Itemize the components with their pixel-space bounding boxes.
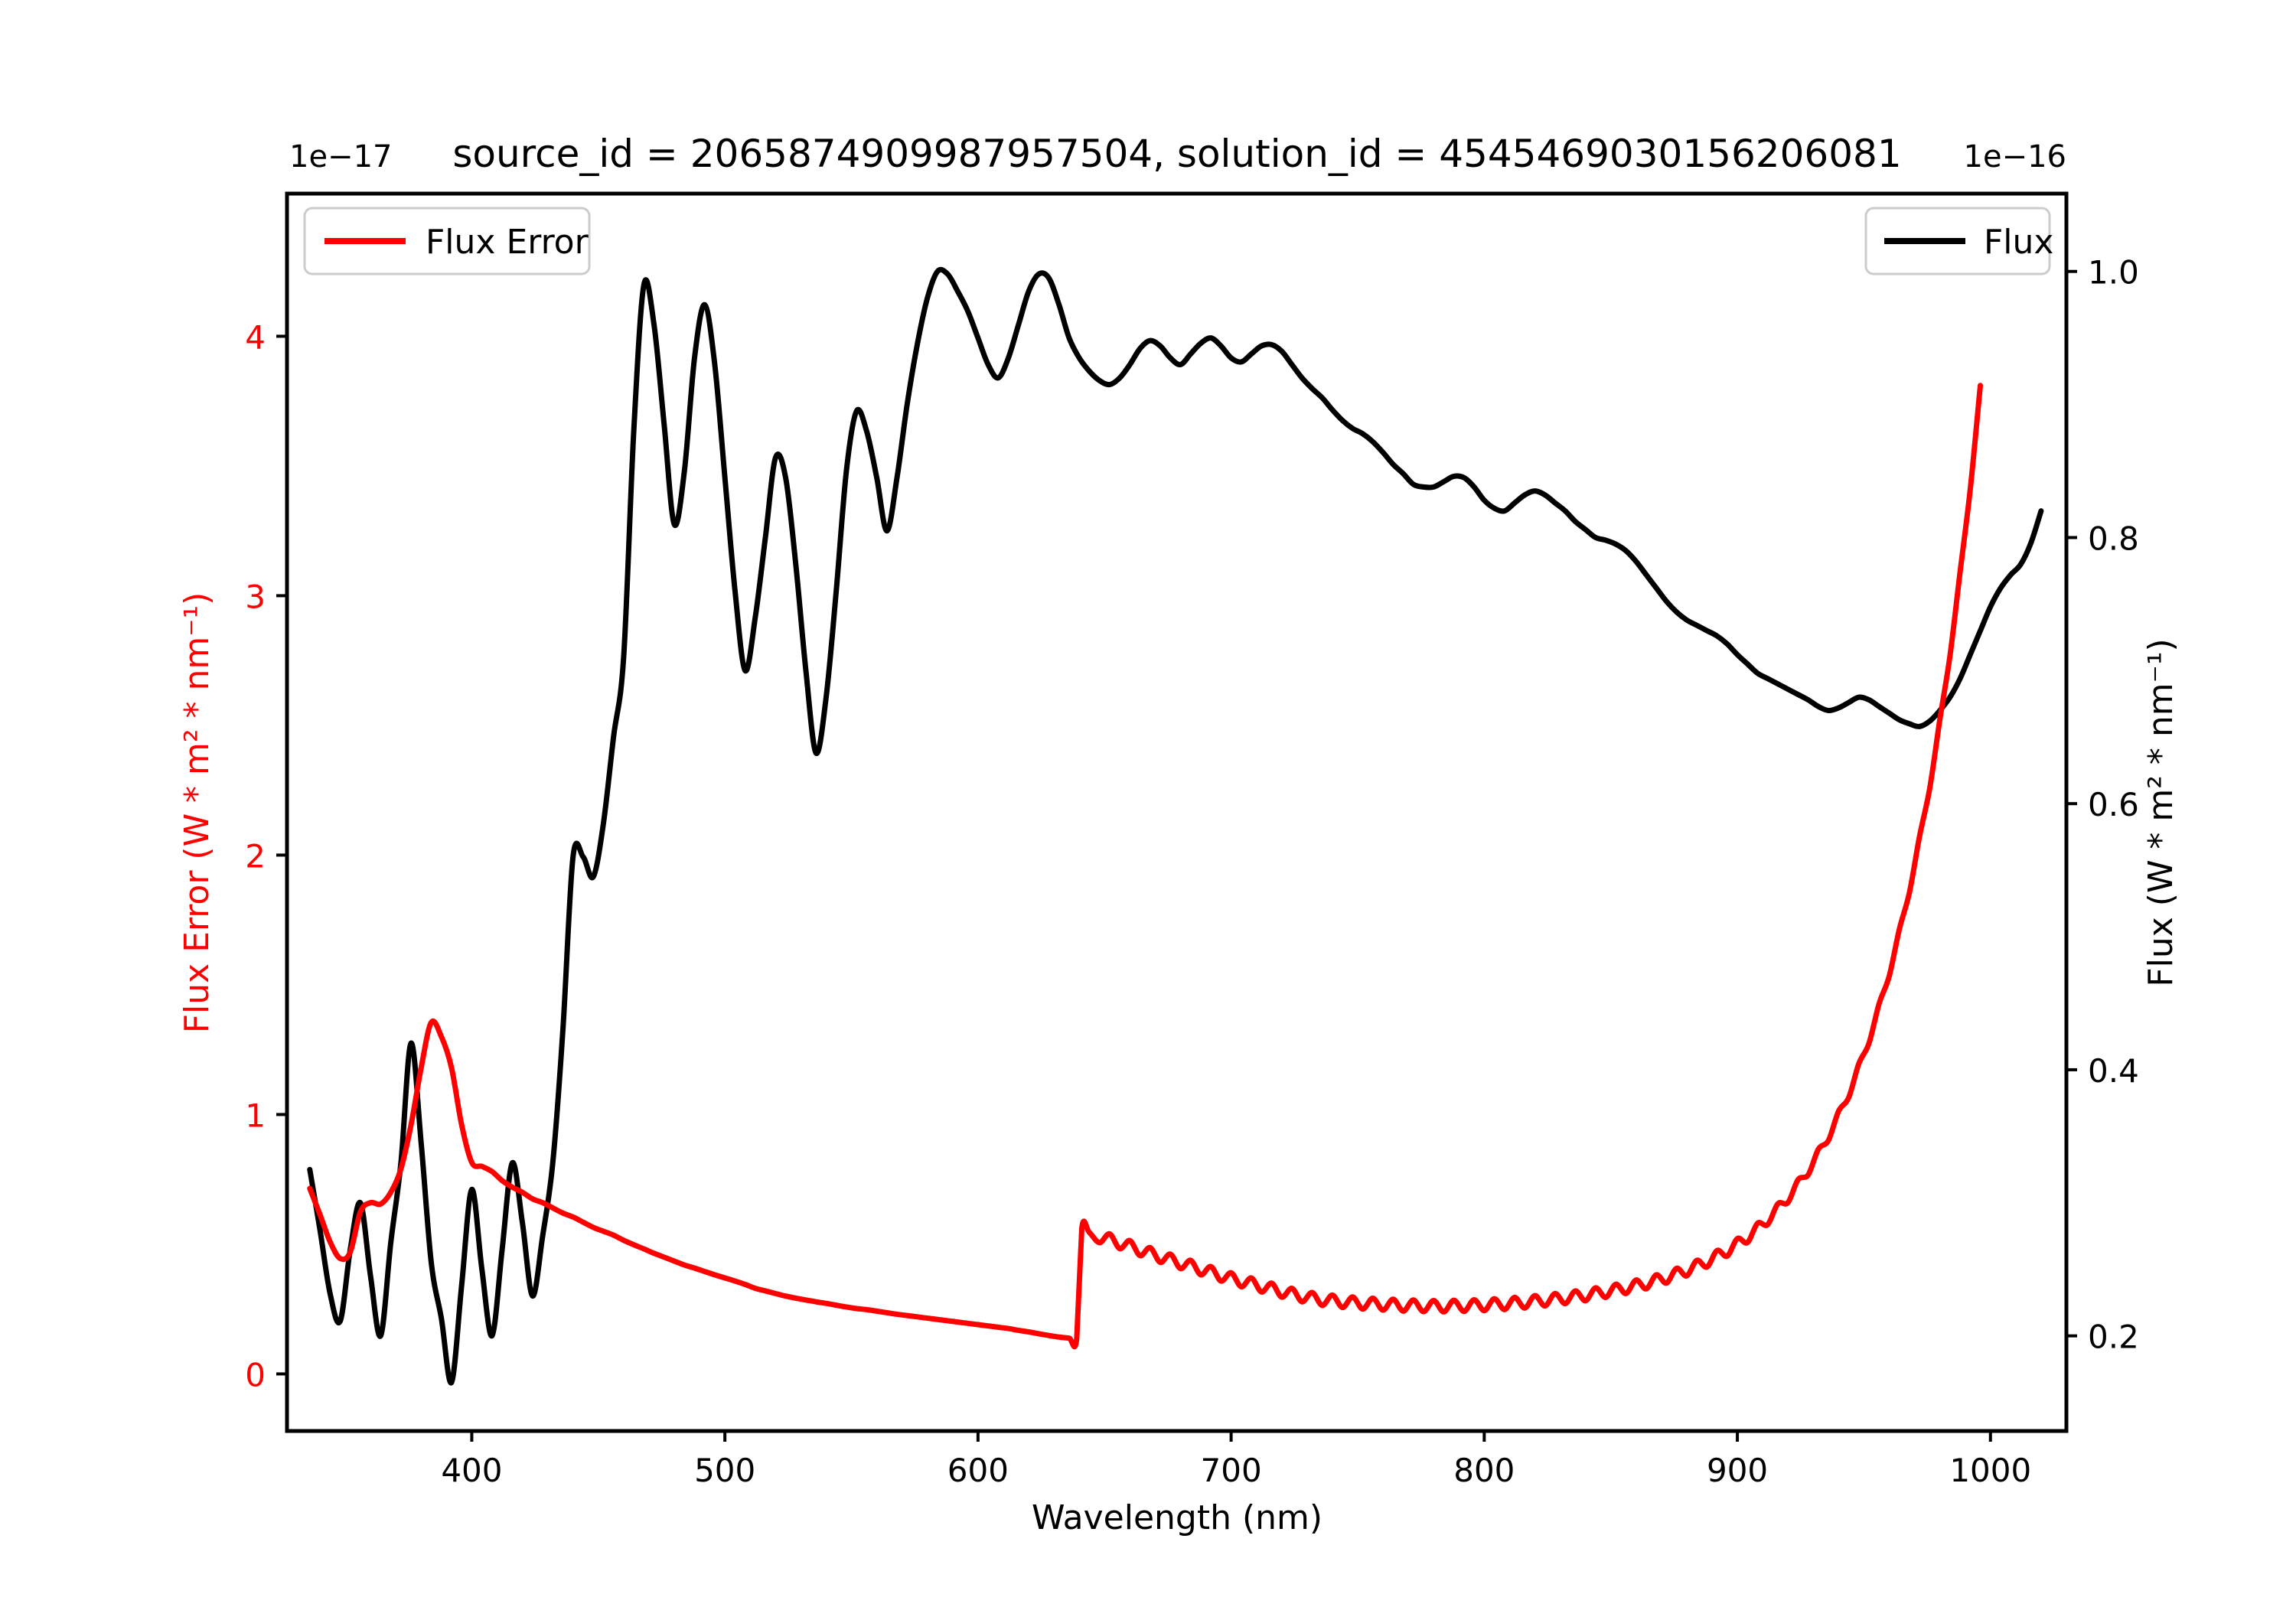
right-y-tick-label: 0.6	[2088, 786, 2139, 823]
series-path-flux	[307, 266, 2044, 1386]
x-tick-label: 600	[947, 1452, 1009, 1489]
legend-flux-error[interactable]: Flux Error	[303, 207, 591, 275]
x-tick-label: 500	[694, 1452, 755, 1489]
left-y-tick-label: 2	[245, 837, 266, 875]
plot-frame	[285, 191, 2069, 1433]
x-tick-label: 400	[441, 1452, 502, 1489]
x-axis-label: Wavelength (nm)	[1032, 1498, 1322, 1537]
legend-flux-label: Flux	[1984, 223, 2053, 262]
x-tick-label: 800	[1453, 1452, 1515, 1489]
x-tick-label: 700	[1201, 1452, 1262, 1489]
left-y-tick-label: 1	[245, 1097, 266, 1134]
right-y-tick-label: 0.4	[2088, 1052, 2139, 1090]
x-tick-label: 1000	[1949, 1452, 2031, 1489]
data-curves-group	[307, 266, 2044, 1386]
left-y-axis-label: Flux Error (W * m² * nm⁻¹)	[178, 592, 217, 1034]
page-title: source_id = 2065874909987957504, solutio…	[452, 132, 1901, 176]
left-y-tick-label: 3	[245, 578, 266, 615]
left-y-tick-label: 0	[245, 1356, 266, 1393]
right-axis-offset-text: 1e−16	[1964, 139, 2066, 174]
series-path-flux-error	[307, 383, 1984, 1350]
left-axis-offset-text: 1e−17	[289, 139, 392, 174]
legend-flux-error-label: Flux Error	[426, 223, 589, 262]
right-y-axis-label: Flux (W * m² * nm⁻¹)	[2141, 638, 2180, 986]
left-y-tick-label: 4	[245, 318, 266, 356]
axis-ticks-group: 400 500 600 700 800 900 1000 0 1 2 3 4 0.2 0.4 0.6 0.8 1…	[245, 254, 2139, 1489]
x-tick-label: 900	[1707, 1452, 1768, 1489]
legend-flux-error-box	[303, 207, 591, 275]
legend-flux[interactable]: Flux	[1864, 207, 2053, 275]
right-y-tick-label: 0.8	[2088, 520, 2139, 557]
right-y-tick-label: 0.2	[2088, 1319, 2139, 1356]
right-y-tick-label: 1.0	[2088, 254, 2139, 292]
